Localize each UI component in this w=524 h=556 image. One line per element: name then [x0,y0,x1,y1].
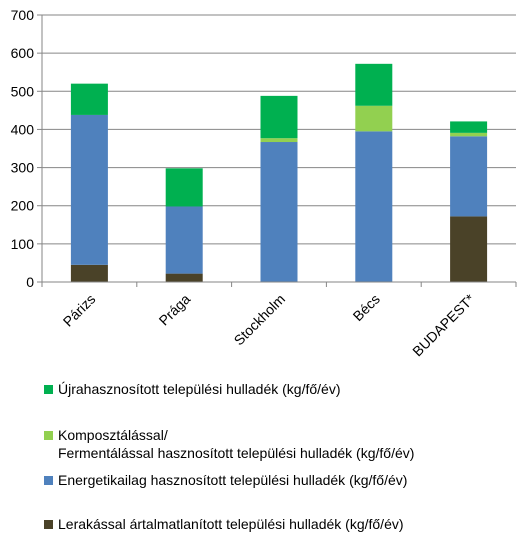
y-tick-label: 500 [11,83,35,99]
bar-segment [165,273,203,282]
y-tick-label: 200 [11,198,35,214]
y-tick-label: 0 [26,274,34,290]
axes [37,14,517,287]
y-tick-label: 100 [11,236,35,252]
legend-item-energy-recovered: Energetikailag hasznosított települési h… [44,471,407,489]
bar-segment [70,83,108,115]
bar-segment [165,168,203,207]
legend-item-recycled: Újrahasznosított települési hulladék (kg… [44,380,340,398]
stacked-bar-chart: 0 100 200 300 400 500 600 700 Párizs Prága Stockh… [11,7,517,359]
legend-swatch-landfilled [44,520,53,529]
x-axis-category-labels: Párizs Prága Stockholm Bécs BUDAPEST* [60,290,478,359]
bar-segment [355,105,393,132]
bar-segment [260,142,298,282]
x-category-label: BUDAPEST* [409,290,478,359]
legend-item-composted: Komposztálással/ Fermentálással hasznosí… [44,426,414,462]
legend-label-energy-recovered: Energetikailag hasznosított települési h… [58,472,408,488]
x-category-label: Stockholm [231,291,289,349]
legend-swatch-composted [44,431,53,440]
bar-segment [70,114,108,265]
y-tick-label: 600 [11,45,35,61]
bar-segment [450,216,488,282]
bar-segment [260,95,298,139]
bar-segment [450,121,488,133]
bar-segment [450,136,488,217]
x-category-label: Bécs [350,291,383,324]
bar-segment [355,131,393,282]
y-tick-label: 700 [11,7,35,23]
x-category-label: Párizs [60,291,99,330]
y-axis-tick-labels: 0 100 200 300 400 500 600 700 [11,7,35,290]
legend-label-landfilled: Lerakással ártalmatlanított települési h… [58,516,404,532]
bar-segment [70,264,108,282]
bar-segment [165,206,203,274]
legend-swatch-recycled [44,385,53,394]
y-tick-label: 400 [11,121,35,137]
bar-segment [450,132,488,137]
bar-segments [70,63,488,282]
legend-swatch-energy-recovered [44,476,53,485]
legend-label-composted: Komposztálással/ Fermentálással hasznosí… [58,427,415,461]
legend-label-recycled: Újrahasznosított települési hulladék (kg… [58,381,341,397]
legend-item-landfilled: Lerakással ártalmatlanított települési h… [44,515,404,533]
x-category-label: Prága [156,291,194,329]
bar-segment [355,63,393,106]
bar-segment [260,138,298,143]
y-tick-label: 300 [11,160,35,176]
